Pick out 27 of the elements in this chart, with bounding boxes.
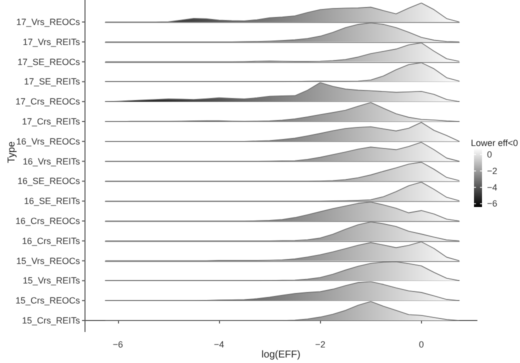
- text: 15_Vrs_REOCs: [16, 256, 80, 266]
- y-axis-title: Type: [6, 141, 18, 164]
- text: 15_Crs_REOCs: [15, 296, 80, 306]
- color-bar-label: −6: [487, 198, 498, 209]
- x-tick-label: −4: [214, 340, 224, 350]
- color-bar-label: −4: [487, 182, 498, 192]
- text: 17_Vrs_REITs: [22, 36, 80, 47]
- text: 15_Crs_REITs: [22, 316, 80, 326]
- text: 16_Vrs_REITs: [22, 156, 80, 166]
- text: 17_Crs_REITs: [22, 116, 80, 126]
- x-tick-label: −2: [315, 340, 326, 350]
- color-bar-label: 0: [487, 150, 492, 160]
- text: 16_SE_REITs: [24, 196, 80, 206]
- color-bar-title: Lower eff<0: [470, 138, 518, 148]
- text: 16_SE_REOCs: [17, 176, 80, 186]
- x-tick-label: −6: [112, 340, 124, 350]
- text: 17_Vrs_REOCs: [16, 17, 80, 27]
- text: 17_Crs_REOCs: [15, 96, 80, 107]
- text: 15_Vrs_REITs: [22, 276, 80, 286]
- color-bar-label: −2: [487, 166, 498, 176]
- text: 16_Crs_REITs: [22, 236, 80, 246]
- text: 16_Vrs_REOCs: [16, 136, 80, 146]
- text: 16_Crs_REOCs: [15, 216, 80, 226]
- x-axis-title: log(EFF): [262, 350, 300, 360]
- text: 17_SE_REOCs: [17, 56, 80, 67]
- text: 17_SE_REITs: [24, 76, 80, 87]
- x-tick-label: 0: [418, 340, 424, 350]
